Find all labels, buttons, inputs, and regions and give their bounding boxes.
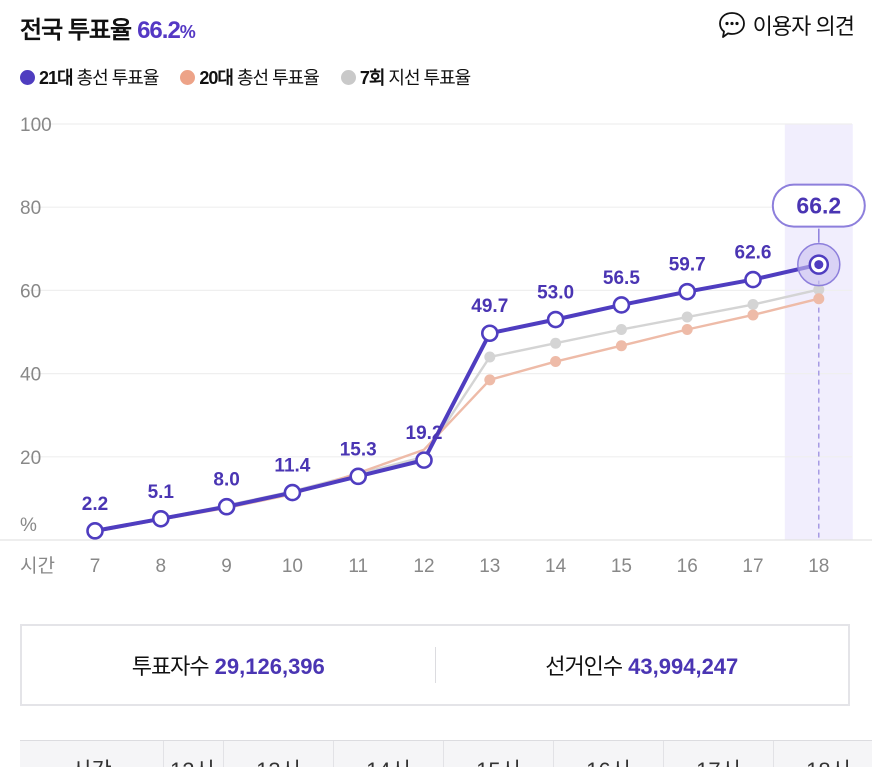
series-point	[747, 299, 759, 311]
x-tick-label: 18	[808, 556, 829, 577]
turnout-rate: 66.2	[137, 17, 181, 44]
x-tick-label: 16	[677, 556, 698, 577]
legend-bold: 21대	[39, 68, 74, 88]
x-axis-title: 시간	[20, 555, 55, 577]
electorate-label: 선거인수	[545, 654, 623, 679]
series-point-main	[217, 497, 236, 516]
stats-divider	[434, 647, 436, 683]
data-label: 56.5	[603, 268, 640, 289]
feedback-button[interactable]: 이용자 의견	[717, 8, 855, 42]
x-tick-label: 13	[479, 556, 500, 577]
legend-item-20th-general: 20대 총선 투표율	[180, 64, 320, 90]
table-header-cell: 15시	[444, 741, 554, 767]
series-point-main	[152, 509, 170, 528]
series-line-main	[94, 262, 820, 533]
legend-item-21st-general: 21대 총선 투표율	[20, 64, 160, 90]
title-text: 전국 투표율	[20, 17, 132, 44]
callout-value: 66.2	[796, 193, 841, 219]
data-label: 5.1	[148, 482, 175, 503]
series-point	[550, 337, 562, 349]
chart-legend: 21대 총선 투표율 20대 총선 투표율 7회 지선 투표율	[20, 64, 471, 90]
x-tick-label: 10	[282, 556, 303, 577]
series-point	[615, 324, 627, 336]
x-tick-label: 7	[90, 556, 101, 577]
x-tick-label: 12	[413, 556, 434, 577]
data-label: 2.2	[82, 494, 108, 515]
series-point-main	[678, 282, 697, 301]
table-header-cell: 17시	[664, 741, 774, 767]
page-title: 전국 투표율 66.2%	[20, 10, 196, 45]
y-tick-label: 80	[20, 198, 41, 219]
y-unit-label: %	[20, 515, 37, 536]
series-point-main	[86, 522, 104, 540]
electorate-value: 43,994,247	[628, 654, 739, 679]
table-header-cell: 12시	[164, 741, 224, 767]
x-tick-label: 17	[742, 556, 763, 577]
table-header-cell: 18시	[774, 741, 872, 767]
series-point	[550, 356, 562, 368]
data-label: 49.7	[471, 296, 508, 317]
series-point-main	[349, 467, 368, 486]
x-tick-label: 15	[611, 556, 632, 577]
data-label: 53.0	[537, 283, 574, 304]
voters-label: 투표자수	[131, 654, 210, 679]
legend-text: 총선 투표율	[237, 68, 320, 88]
stats-summary: 투표자수 29,126,396 선거인수 43,994,247	[20, 624, 850, 706]
table-header-cell: 13시	[224, 741, 334, 767]
x-tick-label: 8	[156, 556, 167, 577]
highlight-point-center	[814, 260, 824, 270]
data-label: 11.4	[274, 456, 310, 477]
x-tick-label: 14	[545, 556, 567, 577]
legend-text: 총선 투표율	[76, 68, 160, 88]
y-tick-label: 20	[20, 448, 41, 469]
voters-value: 29,126,396	[214, 654, 325, 679]
series-point-main	[744, 270, 762, 289]
legend-bold: 7회	[359, 68, 386, 88]
legend-dot	[20, 69, 35, 85]
legend-item-7th-local: 7회 지선 투표율	[340, 64, 471, 90]
x-tick-label: 11	[348, 556, 368, 577]
table-header-cell: 16시	[554, 741, 664, 767]
series-point	[747, 309, 759, 321]
y-tick-label: 60	[20, 281, 41, 302]
table-header-cell: 시간	[20, 741, 164, 767]
series-point-main	[283, 483, 302, 502]
series-point-main	[480, 324, 499, 343]
speech-bubble-icon	[717, 10, 747, 40]
data-label: 19.2	[406, 423, 443, 444]
hourly-table-header: 시간 12시 13시 14시 15시 16시 17시 18시	[20, 740, 872, 767]
header: 전국 투표율 66.2% 이용자 의견	[20, 4, 856, 44]
data-label: 62.6	[735, 243, 772, 264]
series-point	[615, 340, 627, 352]
turnout-line-chart: 20 40 60 80 100% 시간 7 8 9 10 11 12 13 14 15 16 17 18 2.2 5.…	[0, 115, 872, 577]
x-tick-label: 9	[221, 556, 232, 577]
table-header-cell: 14시	[334, 741, 444, 767]
turnout-unit: %	[179, 22, 196, 42]
series-point-main	[612, 296, 631, 314]
series-point	[813, 293, 825, 305]
y-tick-label: 100	[20, 115, 52, 136]
data-label: 15.3	[340, 439, 377, 460]
series-point	[681, 311, 693, 323]
series-point	[681, 324, 693, 336]
legend-bold: 20대	[199, 68, 234, 88]
legend-text: 지선 투표율	[388, 68, 471, 88]
series-point-main	[546, 310, 565, 329]
series-line-1	[94, 297, 820, 533]
voters-stat: 투표자수 29,126,396	[22, 649, 435, 681]
feedback-label: 이용자 의견	[752, 14, 855, 39]
data-label: 59.7	[669, 255, 706, 276]
callout-bubble	[771, 183, 866, 228]
y-tick-label: 40	[20, 365, 41, 386]
legend-dot	[340, 69, 356, 85]
electorate-stat: 선거인수 43,994,247	[436, 649, 849, 681]
series-point-main	[415, 451, 433, 469]
data-label: 8.0	[213, 470, 239, 491]
series-point	[484, 351, 496, 363]
legend-dot	[180, 69, 196, 85]
series-point	[813, 284, 825, 296]
series-point	[484, 374, 496, 386]
